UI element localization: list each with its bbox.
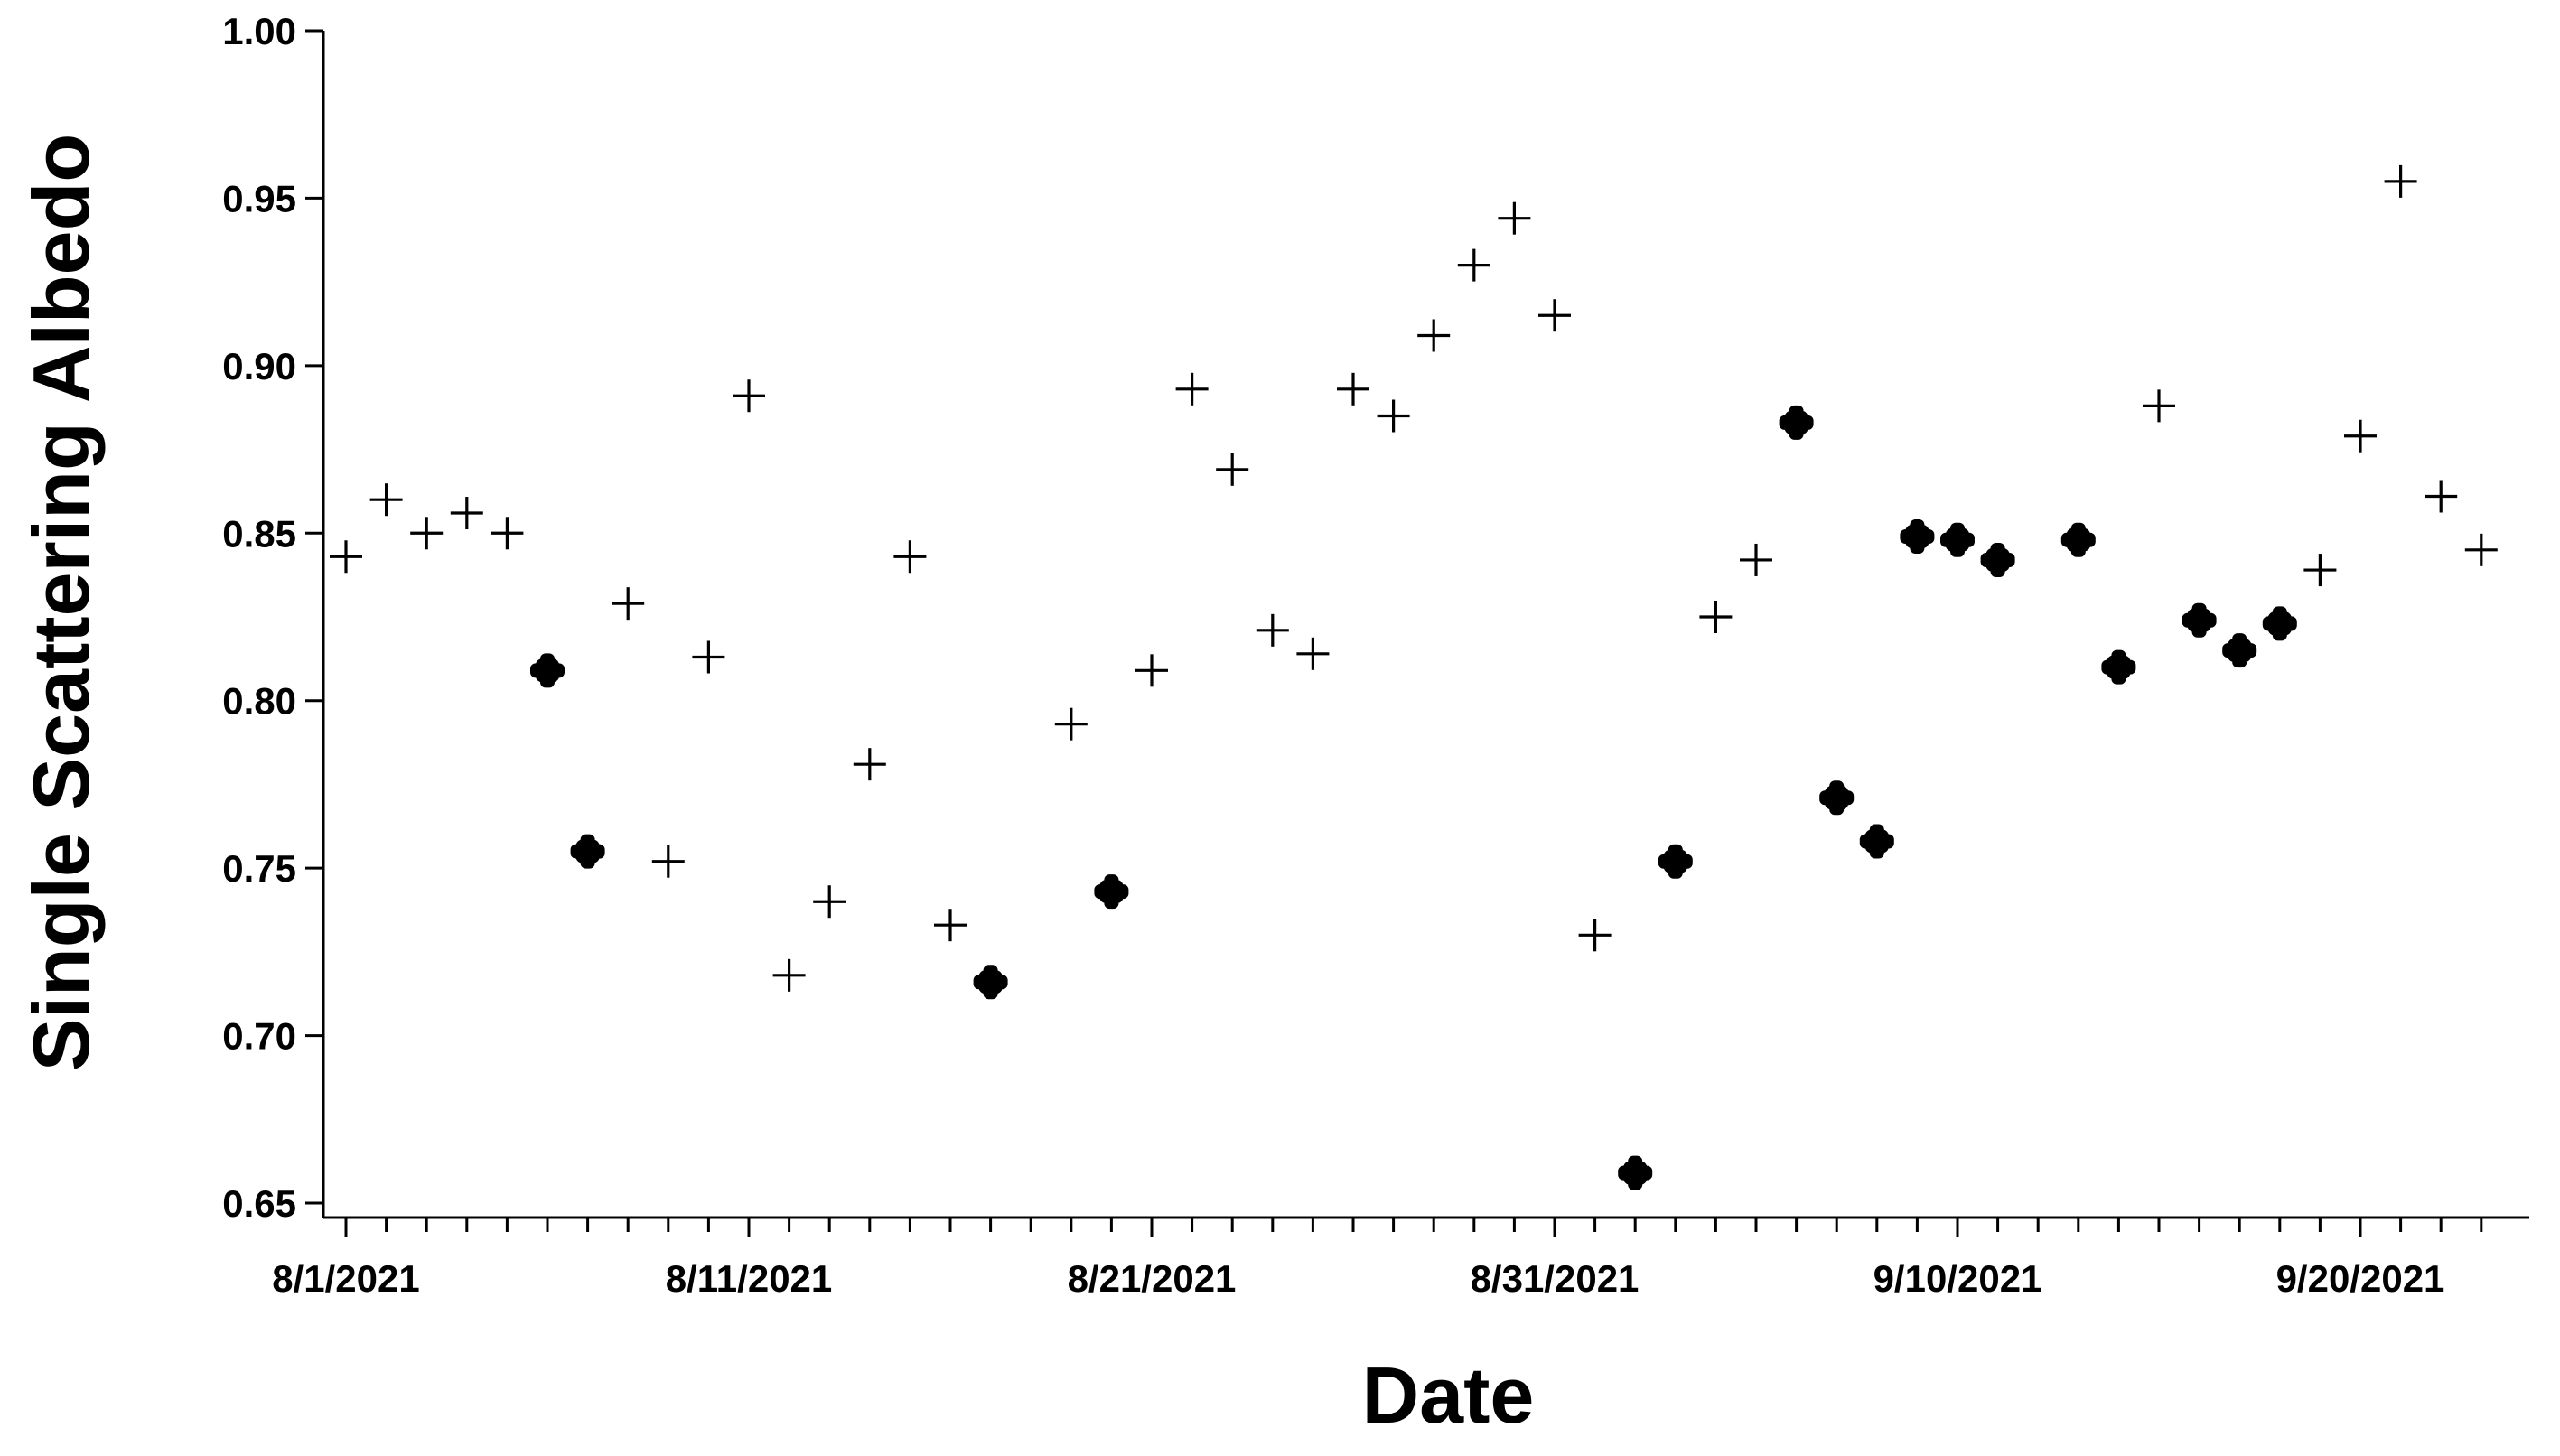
data-point-filled — [2182, 602, 2217, 638]
data-point-plus — [1699, 601, 1733, 633]
y-axis: 0.65 0.70 0.75 0.80 0.85 0.90 0.95 1.00 — [222, 10, 325, 1225]
data-point-plus — [2344, 419, 2377, 453]
data-point-plus — [853, 748, 886, 781]
x-axis: 8/1/2021 8/11/2021 8/21/2021 8/31/2021 9/10/… — [272, 1216, 2529, 1300]
data-point-plus — [1175, 372, 1209, 406]
data-point-plus — [410, 517, 444, 550]
data-point-plus — [1377, 399, 1410, 433]
data-point-filled — [1094, 874, 1129, 910]
data-point-plus — [369, 483, 403, 517]
data-point-filled — [1980, 542, 2015, 577]
y-axis-title: Single Scattering Albedo — [16, 134, 106, 1071]
data-point-plus — [1337, 372, 1369, 406]
data-point-plus — [330, 540, 362, 574]
y-tick-label: 0.85 — [222, 512, 296, 555]
x-tick-label: 8/21/2021 — [1068, 1257, 1237, 1300]
data-point-filled — [1618, 1155, 1653, 1190]
data-point-plus — [1457, 248, 1490, 282]
y-tick-label: 0.95 — [222, 177, 296, 219]
data-point-filled — [1900, 518, 1935, 554]
data-point-filled — [2101, 649, 2136, 685]
data-point-filled — [2262, 606, 2297, 641]
y-tick-label: 0.70 — [222, 1015, 296, 1058]
data-point-plus — [813, 885, 846, 919]
data-point-plus — [2464, 533, 2498, 566]
data-point-plus — [1538, 299, 1571, 332]
data-point-filled — [570, 834, 605, 869]
data-point-plus — [612, 587, 645, 621]
data-point-plus — [934, 909, 967, 942]
data-point-plus — [893, 540, 927, 574]
x-tick-label: 8/11/2021 — [666, 1257, 833, 1300]
x-tick-label: 8/31/2021 — [1471, 1257, 1640, 1300]
data-point-plus — [2143, 389, 2175, 423]
data-point-filled — [1819, 780, 1855, 816]
data-point-plus — [2303, 554, 2337, 587]
data-point-filled — [973, 965, 1008, 1000]
data-point-plus — [1740, 543, 1772, 576]
y-tick-label: 0.90 — [222, 345, 296, 387]
y-tick-label: 0.75 — [222, 847, 296, 890]
data-point-plus — [733, 379, 765, 413]
data-point-plus — [651, 845, 685, 878]
data-point-plus — [450, 497, 483, 530]
data-point-plus — [1578, 919, 1612, 952]
data-point-plus — [1135, 654, 1168, 687]
data-point-plus — [692, 640, 725, 674]
x-axis-title: Date — [1362, 1350, 1535, 1440]
data-point-plus — [1216, 453, 1249, 486]
x-tick-label: 9/10/2021 — [1873, 1257, 2042, 1300]
y-tick-label: 0.80 — [222, 680, 296, 723]
data-point-filled — [1859, 824, 1894, 859]
data-point-plus — [1296, 637, 1330, 670]
data-point-plus — [2425, 480, 2458, 513]
data-point-plus — [1417, 319, 1451, 352]
data-point-plus — [1256, 613, 1289, 647]
data-point-filled — [1779, 405, 1814, 440]
data-point-plus — [1498, 201, 1531, 235]
data-point-plus — [1054, 707, 1088, 741]
y-tick-label: 1.00 — [222, 10, 296, 52]
data-point-plus — [2384, 164, 2417, 198]
data-point-filled — [530, 653, 565, 688]
x-tick-label: 8/1/2021 — [272, 1257, 420, 1300]
data-point-filled — [2222, 633, 2257, 668]
x-tick-label: 9/20/2021 — [2276, 1257, 2445, 1300]
data-point-filled — [1658, 844, 1693, 879]
y-tick-label: 0.65 — [222, 1182, 296, 1225]
data-point-plus — [491, 517, 524, 550]
data-point-plus — [772, 958, 806, 992]
data-points — [330, 164, 2498, 1190]
data-point-filled — [2060, 522, 2096, 557]
data-point-filled — [1940, 522, 1975, 557]
